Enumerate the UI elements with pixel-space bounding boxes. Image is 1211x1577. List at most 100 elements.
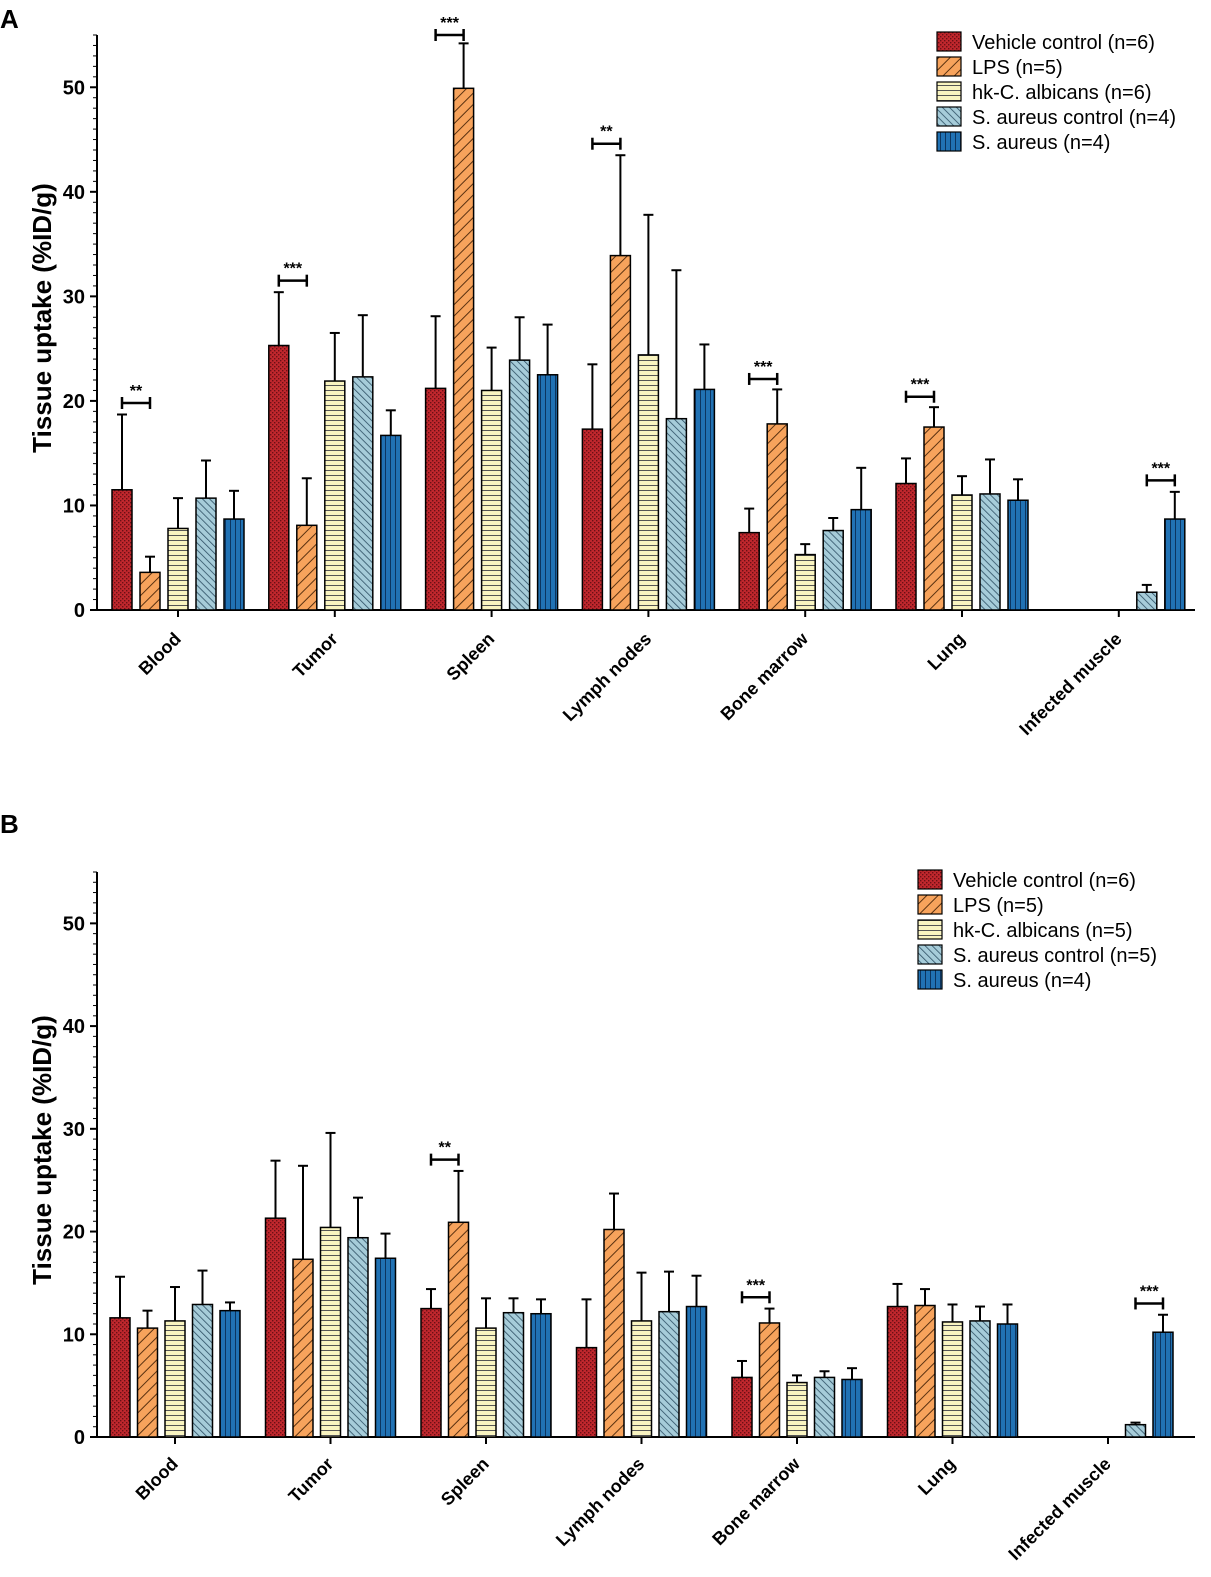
x-tick-label: Lymph nodes	[552, 1454, 648, 1550]
x-tick-label: Bone marrow	[708, 1453, 804, 1549]
bar-saur-infected-muscle	[1152, 1331, 1174, 1438]
significance-label: ***	[911, 377, 930, 394]
legend-swatch-hkca	[917, 919, 943, 940]
bar-saur-lymph-nodes	[685, 1305, 708, 1438]
bar-lps-spleen	[447, 1221, 470, 1438]
legend-swatch-saur_ctrl	[936, 106, 962, 127]
x-tick-label: Spleen	[443, 629, 499, 685]
bars	[111, 42, 1186, 611]
x-tick-label: Spleen	[437, 1454, 493, 1510]
bar-lps-bone-marrow	[758, 1322, 781, 1438]
bar-lps-tumor	[296, 524, 318, 611]
significance-label: **	[130, 383, 143, 400]
y-tick-label: 10	[63, 1324, 85, 1346]
legend-swatch-hkca	[936, 81, 962, 102]
y-tick-label: 20	[63, 391, 85, 413]
legend-label-lps: LPS (n=5)	[953, 895, 1044, 917]
legend-swatch-vehicle	[917, 869, 943, 890]
bar-saur_ctrl-lymph-nodes	[658, 1310, 680, 1438]
legend-label-vehicle: Vehicle control (n=6)	[953, 870, 1136, 892]
bar-lps-bone-marrow	[766, 423, 788, 611]
bar-vehicle-bone-marrow	[731, 1376, 753, 1438]
bar-vehicle-blood	[109, 1317, 131, 1438]
bar-saur_ctrl-lymph-nodes	[665, 417, 688, 611]
x-tick-label: Lung	[914, 1454, 959, 1499]
x-tick-label: Tumor	[285, 1454, 338, 1507]
x-tick-label: Lung	[924, 629, 969, 674]
x-tick-label: Lymph nodes	[559, 629, 655, 725]
significance-markers: ***** ***	[429, 1140, 1165, 1310]
legend: Vehicle control (n=6) LPS (n=5) hk-C. albi…	[936, 31, 1176, 154]
significance-markers: *******************	[120, 15, 1177, 487]
bar-saur_ctrl-spleen	[502, 1311, 525, 1438]
bar-hkca-bone-marrow	[786, 1381, 808, 1438]
bar-saur-lung	[996, 1323, 1019, 1438]
legend-label-saur_ctrl: S. aureus control (n=4)	[972, 107, 1176, 129]
bar-lps-lung	[914, 1304, 936, 1438]
bar-hkca-lung	[941, 1321, 964, 1438]
bar-hkca-spleen	[480, 389, 503, 611]
x-tick-label: Infected muscle	[1004, 1454, 1114, 1564]
legend-label-saur: S. aureus (n=4)	[953, 970, 1091, 992]
bar-hkca-blood	[164, 1320, 186, 1438]
bar-vehicle-lymph-nodes	[575, 1346, 598, 1438]
x-tick-label: Blood	[135, 629, 185, 679]
bar-lps-blood	[136, 1327, 159, 1438]
bar-hkca-spleen	[475, 1327, 497, 1438]
legend-swatch-vehicle	[936, 31, 962, 52]
y-tick-label: 0	[74, 1427, 85, 1449]
bar-saur-blood	[223, 518, 245, 611]
bar-hkca-blood	[167, 527, 189, 611]
legend-label-hkca: hk-C. albicans (n=5)	[953, 920, 1133, 942]
y-tick-label: 30	[63, 1119, 85, 1141]
bar-lps-lymph-nodes	[603, 1228, 625, 1438]
legend-swatch-saur	[936, 131, 962, 152]
legend-swatch-lps	[917, 894, 943, 915]
bar-lps-tumor	[292, 1258, 314, 1438]
bar-saur-spleen	[536, 374, 559, 611]
bar-vehicle-spleen	[420, 1307, 442, 1438]
bar-saur_ctrl-infected-muscle	[1124, 1423, 1147, 1438]
legend-label-lps: LPS (n=5)	[972, 57, 1063, 79]
x-tick-label: Bone marrow	[717, 628, 813, 724]
bars	[109, 1131, 1174, 1438]
significance-label: **	[439, 1140, 452, 1157]
bar-saur-lymph-nodes	[693, 388, 716, 611]
legend-swatch-saur_ctrl	[917, 944, 943, 965]
bar-lps-lymph-nodes	[609, 254, 632, 611]
significance-label: ***	[440, 15, 459, 32]
legend-label-saur_ctrl: S. aureus control (n=5)	[953, 945, 1157, 967]
bar-vehicle-spleen	[424, 387, 447, 611]
bar-saur-tumor	[374, 1257, 397, 1438]
panel-label: A	[0, 4, 19, 34]
bar-saur-blood	[219, 1309, 241, 1438]
bar-hkca-lymph-nodes	[630, 1320, 653, 1438]
bar-lps-blood	[139, 571, 161, 611]
y-tick-label: 50	[63, 77, 85, 99]
significance-label: ***	[746, 1277, 765, 1294]
bar-vehicle-lung	[886, 1305, 909, 1438]
legend-label-saur: S. aureus (n=4)	[972, 132, 1110, 154]
bar-hkca-tumor	[319, 1226, 342, 1438]
y-tick-label: 40	[63, 1016, 85, 1038]
bar-vehicle-blood	[111, 489, 133, 611]
y-tick-label: 30	[63, 286, 85, 308]
y-tick-label: 10	[63, 495, 85, 517]
y-axis-label: Tissue uptake (%ID/g)	[27, 1015, 57, 1285]
bar-hkca-lymph-nodes	[637, 354, 660, 611]
bar-saur_ctrl-lung	[969, 1320, 991, 1438]
significance-label: **	[600, 124, 613, 141]
bar-lps-lung	[923, 426, 945, 611]
bar-vehicle-bone-marrow	[738, 531, 760, 611]
x-tick-label: Tumor	[289, 629, 342, 682]
significance-label: ***	[283, 261, 302, 278]
bar-hkca-tumor	[324, 380, 346, 611]
legend-swatch-lps	[936, 56, 962, 77]
bar-saur_ctrl-bone-marrow	[822, 529, 844, 611]
significance-label: ***	[1151, 460, 1170, 477]
bar-saur-lung	[1007, 499, 1029, 611]
bar-saur_ctrl-bone-marrow	[813, 1376, 836, 1438]
bar-vehicle-tumor	[268, 344, 290, 611]
bar-vehicle-lymph-nodes	[581, 428, 604, 611]
